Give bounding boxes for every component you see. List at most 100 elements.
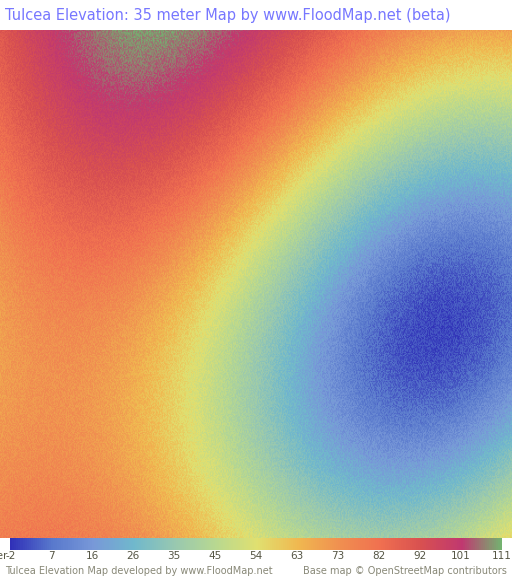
- Bar: [274, 538, 276, 550]
- Bar: [156, 538, 158, 550]
- Bar: [420, 538, 422, 550]
- Bar: [270, 538, 272, 550]
- Bar: [98, 538, 100, 550]
- Bar: [80, 538, 82, 550]
- Bar: [162, 538, 164, 550]
- Bar: [377, 538, 379, 550]
- Bar: [428, 538, 430, 550]
- Bar: [182, 538, 184, 550]
- Text: 63: 63: [290, 551, 304, 561]
- Bar: [29, 538, 31, 550]
- Bar: [145, 538, 147, 550]
- Bar: [469, 538, 471, 550]
- Bar: [291, 538, 293, 550]
- Bar: [322, 538, 324, 550]
- Bar: [254, 538, 256, 550]
- Bar: [438, 538, 440, 550]
- Bar: [283, 538, 285, 550]
- Bar: [27, 538, 29, 550]
- Bar: [381, 538, 383, 550]
- Bar: [141, 538, 143, 550]
- Bar: [487, 538, 489, 550]
- Bar: [301, 538, 303, 550]
- Bar: [492, 538, 494, 550]
- Bar: [401, 538, 403, 550]
- Bar: [166, 538, 168, 550]
- Bar: [90, 538, 92, 550]
- Bar: [121, 538, 123, 550]
- Bar: [143, 538, 145, 550]
- Bar: [94, 538, 96, 550]
- Bar: [205, 538, 207, 550]
- Bar: [256, 538, 258, 550]
- Bar: [164, 538, 166, 550]
- Bar: [137, 538, 139, 550]
- Bar: [299, 538, 301, 550]
- Bar: [328, 538, 330, 550]
- Bar: [393, 538, 395, 550]
- Bar: [272, 538, 274, 550]
- Bar: [150, 538, 152, 550]
- Text: Tulcea Elevation Map developed by www.FloodMap.net: Tulcea Elevation Map developed by www.Fl…: [5, 566, 273, 576]
- Bar: [47, 538, 49, 550]
- Bar: [209, 538, 211, 550]
- Bar: [211, 538, 213, 550]
- Text: 111: 111: [492, 551, 511, 561]
- Bar: [236, 538, 238, 550]
- Bar: [496, 538, 498, 550]
- Bar: [367, 538, 369, 550]
- Bar: [453, 538, 455, 550]
- Bar: [389, 538, 391, 550]
- Bar: [168, 538, 170, 550]
- Bar: [229, 538, 231, 550]
- Text: 101: 101: [451, 551, 471, 561]
- Bar: [430, 538, 432, 550]
- Bar: [473, 538, 475, 550]
- Bar: [266, 538, 268, 550]
- Bar: [481, 538, 483, 550]
- Bar: [139, 538, 141, 550]
- Bar: [248, 538, 250, 550]
- Bar: [131, 538, 133, 550]
- Bar: [471, 538, 473, 550]
- Text: 35: 35: [167, 551, 181, 561]
- Bar: [463, 538, 465, 550]
- Bar: [84, 538, 86, 550]
- Bar: [360, 538, 362, 550]
- Bar: [416, 538, 418, 550]
- Bar: [358, 538, 360, 550]
- Bar: [127, 538, 129, 550]
- Bar: [348, 538, 350, 550]
- Bar: [195, 538, 197, 550]
- Bar: [238, 538, 240, 550]
- Bar: [188, 538, 190, 550]
- Bar: [344, 538, 346, 550]
- Bar: [346, 538, 348, 550]
- Bar: [76, 538, 78, 550]
- Bar: [477, 538, 479, 550]
- Bar: [180, 538, 182, 550]
- Bar: [408, 538, 410, 550]
- Bar: [373, 538, 375, 550]
- Bar: [371, 538, 373, 550]
- Bar: [240, 538, 242, 550]
- Bar: [213, 538, 215, 550]
- Bar: [82, 538, 84, 550]
- Bar: [109, 538, 111, 550]
- Bar: [383, 538, 385, 550]
- Bar: [317, 538, 319, 550]
- Bar: [190, 538, 193, 550]
- Bar: [37, 538, 39, 550]
- Bar: [57, 538, 59, 550]
- Bar: [324, 538, 326, 550]
- Bar: [119, 538, 121, 550]
- Bar: [326, 538, 328, 550]
- Bar: [106, 538, 109, 550]
- Bar: [55, 538, 57, 550]
- Bar: [289, 538, 291, 550]
- Text: 7: 7: [48, 551, 54, 561]
- Bar: [221, 538, 223, 550]
- Bar: [500, 538, 502, 550]
- Bar: [172, 538, 174, 550]
- Bar: [246, 538, 248, 550]
